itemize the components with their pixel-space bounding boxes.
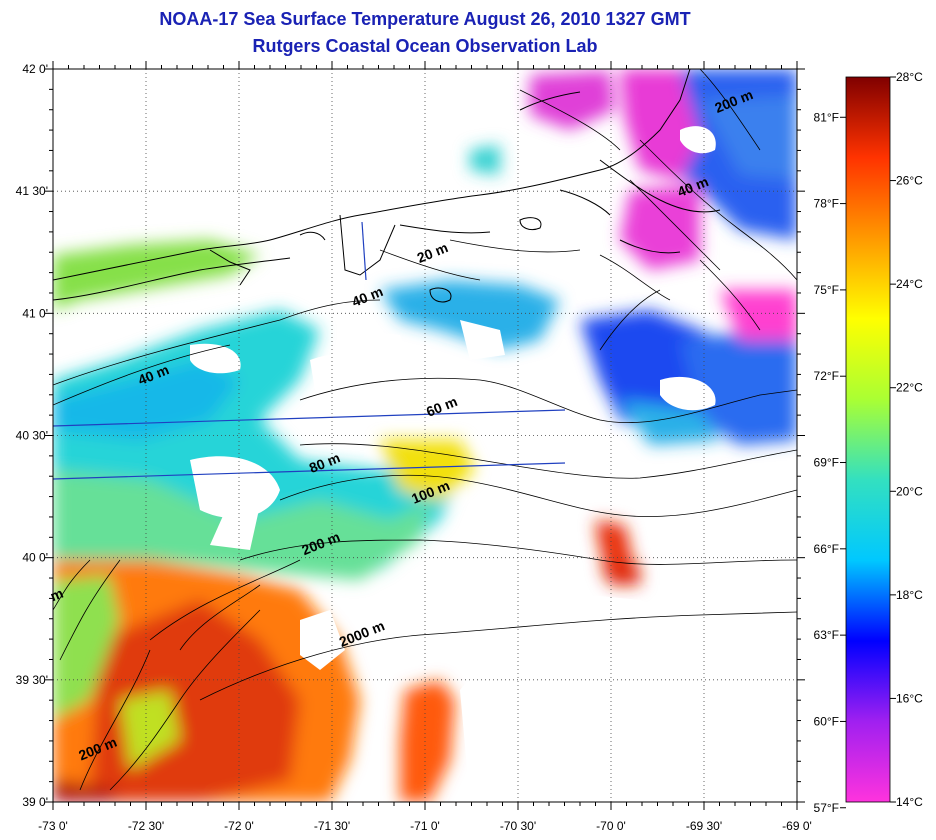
lon-tick-label: -71 30': [314, 819, 350, 833]
celsius-label: 22°C: [896, 381, 923, 395]
bathymetry-contours: [53, 69, 797, 791]
coastline: [53, 69, 721, 303]
fahrenheit-label: 60°F: [814, 714, 839, 728]
ship-tracks: [53, 221, 566, 480]
lat-tick-label: 41 30': [16, 184, 48, 198]
fahrenheit-label: 63°F: [814, 628, 839, 642]
lon-tick-label: -73 0': [38, 819, 68, 833]
lat-tick-label: 42 0': [22, 62, 48, 76]
fahrenheit-label: 72°F: [814, 369, 839, 383]
fahrenheit-label: 69°F: [814, 456, 839, 470]
contour-label: m: [48, 585, 66, 605]
fahrenheit-label: 78°F: [814, 197, 839, 211]
latitude-labels: 42 0' 41 30' 41 0' 40 30' 40 0' 39 30' 39 0': [16, 62, 48, 809]
map-subtitle: Rutgers Coastal Ocean Observation Lab: [252, 36, 598, 56]
lon-tick-label: -70 30': [500, 819, 536, 833]
celsius-label: 18°C: [896, 588, 923, 602]
fahrenheit-label: 57°F: [814, 801, 839, 815]
lat-tick-label: 41 0': [22, 306, 48, 320]
lon-tick-label: -69 30': [686, 819, 722, 833]
fahrenheit-label: 75°F: [814, 283, 839, 297]
graticule: [53, 69, 797, 802]
lon-tick-label: -72 0': [224, 819, 254, 833]
colorbar-celsius-scale: 28°C 26°C 24°C 22°C 20°C 18°C 16°C 14°C: [890, 70, 923, 809]
lat-tick-label: 40 30': [16, 429, 48, 443]
lon-tick-label: -71 0': [410, 819, 440, 833]
fahrenheit-label: 66°F: [814, 542, 839, 556]
lat-tick-label: 39 0': [22, 795, 48, 809]
lat-tick-label: 39 30': [16, 673, 48, 687]
lon-tick-label: -70 0': [596, 819, 626, 833]
celsius-label: 16°C: [896, 691, 923, 705]
celsius-label: 24°C: [896, 277, 923, 291]
lon-tick-label: -72 30': [128, 819, 164, 833]
celsius-label: 28°C: [896, 70, 923, 84]
sst-field: [53, 69, 797, 802]
celsius-label: 14°C: [896, 795, 923, 809]
fahrenheit-label: 81°F: [814, 110, 839, 124]
colorbar: [845, 76, 891, 803]
celsius-label: 26°C: [896, 174, 923, 188]
map-title: NOAA-17 Sea Surface Temperature August 2…: [159, 9, 691, 29]
lat-tick-label: 40 0': [22, 551, 48, 565]
colorbar-fahrenheit-scale: 81°F 78°F 75°F 72°F 69°F 66°F 63°F 60°F 57°F: [814, 110, 846, 815]
lon-tick-label: -69 0': [782, 819, 812, 833]
frame-ticks: [45, 61, 805, 810]
longitude-labels: -73 0' -72 30' -72 0' -71 30' -71 0' -70 30' -…: [38, 819, 812, 833]
celsius-label: 20°C: [896, 484, 923, 498]
